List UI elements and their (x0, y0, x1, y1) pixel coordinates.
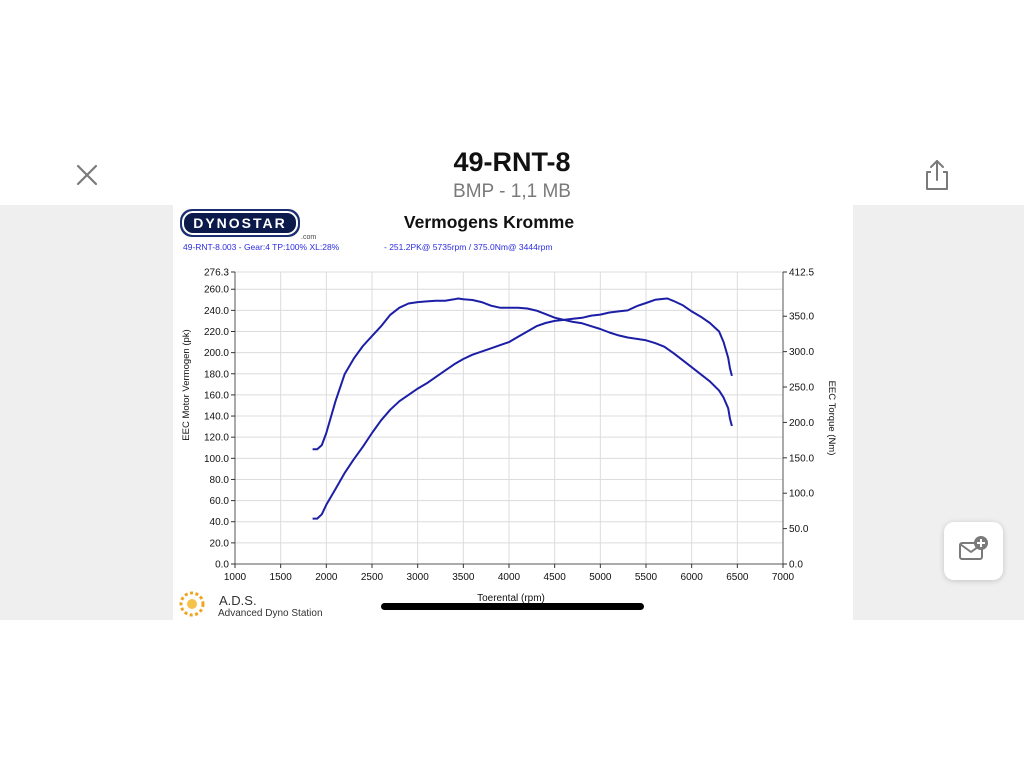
y-right-tick-label: 300.0 (789, 347, 814, 358)
ads-brand-full: Advanced Dyno Station (218, 608, 323, 619)
y-left-tick-label: 200.0 (204, 348, 229, 359)
y-right-tick-label: 350.0 (789, 312, 814, 323)
x-tick-label: 3000 (407, 572, 430, 583)
home-indicator[interactable] (381, 603, 644, 610)
add-mail-button[interactable] (944, 522, 1003, 580)
x-tick-label: 2500 (361, 572, 384, 583)
y-right-tick-label: 200.0 (789, 418, 814, 429)
y-left-tick-label: 140.0 (204, 412, 229, 423)
y-right-tick-label: 0.0 (789, 560, 803, 571)
chart-ticks: 1000 1500 2000 2500 3000 3500 4000 4500 5000 5500… (204, 268, 814, 584)
ads-brand: A.D.S. (219, 593, 257, 608)
ads-logo (179, 591, 205, 617)
y-right-tick-label: 150.0 (789, 453, 814, 464)
y-left-tick-label: 180.0 (204, 369, 229, 380)
file-meta: BMP - 1,1 MB (453, 181, 571, 202)
x-tick-label: 2000 (315, 572, 338, 583)
share-button[interactable] (918, 155, 956, 195)
x-tick-label: 1000 (224, 572, 247, 583)
x-axis-label: Toerental (rpm) (477, 593, 545, 604)
torque-series-line (312, 297, 733, 451)
y-left-tick-label: 0.0 (215, 560, 229, 571)
x-tick-label: 1500 (270, 572, 293, 583)
y-left-tick-label: 160.0 (204, 390, 229, 401)
close-icon (76, 164, 98, 186)
y-right-tick-label: 250.0 (789, 383, 814, 394)
y-left-tick-label: 240.0 (204, 306, 229, 317)
chart-title: Vermogens Kromme (404, 212, 574, 232)
y-axis-left-label: EEC Motor Vermogen (pk) (181, 329, 192, 440)
dyno-image: DYNOSTAR .com Vermogens Kromme 49-RNT-8.… (173, 205, 853, 620)
x-tick-label: 4500 (544, 572, 567, 583)
y-left-tick-label: 80.0 (210, 475, 230, 486)
y-left-tick-label: 60.0 (210, 496, 230, 507)
chart-subtitle-right: - 251.2PK@ 5735rpm / 375.0Nm@ 3444rpm (384, 242, 552, 252)
y-right-tick-label: 100.0 (789, 489, 814, 500)
power-series-line (312, 297, 733, 520)
x-tick-label: 3500 (452, 572, 475, 583)
y-right-tick-label: 412.5 (789, 268, 814, 279)
x-tick-label: 7000 (772, 572, 795, 583)
y-axis-right-label: EEC Torque (Nm) (826, 381, 837, 456)
y-left-tick-label: 220.0 (204, 327, 229, 338)
app-header (0, 0, 1024, 206)
y-left-tick-label: 100.0 (204, 454, 229, 465)
y-left-tick-label: 276.3 (204, 268, 229, 279)
chart-grid (234, 271, 784, 565)
x-tick-label: 4000 (498, 572, 521, 583)
x-tick-label: 5000 (589, 572, 612, 583)
chart-series (312, 297, 733, 520)
chart-subtitle-left: 49-RNT-8.003 - Gear:4 TP:100% XL:28% (183, 242, 340, 252)
y-left-tick-label: 40.0 (210, 517, 230, 528)
file-title: 49-RNT-8 (453, 147, 571, 177)
dyno-chart: DYNOSTAR .com Vermogens Kromme 49-RNT-8.… (179, 209, 837, 619)
dynostar-logo: DYNOSTAR (180, 209, 300, 237)
logo-text: DYNOSTAR (193, 215, 287, 231)
x-tick-label: 6500 (726, 572, 749, 583)
y-left-tick-label: 260.0 (204, 285, 229, 296)
close-button[interactable] (70, 158, 104, 192)
y-right-tick-label: 50.0 (789, 524, 809, 535)
share-icon (926, 160, 948, 190)
y-left-tick-label: 120.0 (204, 433, 229, 444)
x-tick-label: 6000 (681, 572, 704, 583)
mail-plus-icon (959, 536, 988, 560)
logo-suffix: .com (301, 234, 316, 241)
y-left-tick-label: 20.0 (210, 538, 230, 549)
x-tick-label: 5500 (635, 572, 658, 583)
